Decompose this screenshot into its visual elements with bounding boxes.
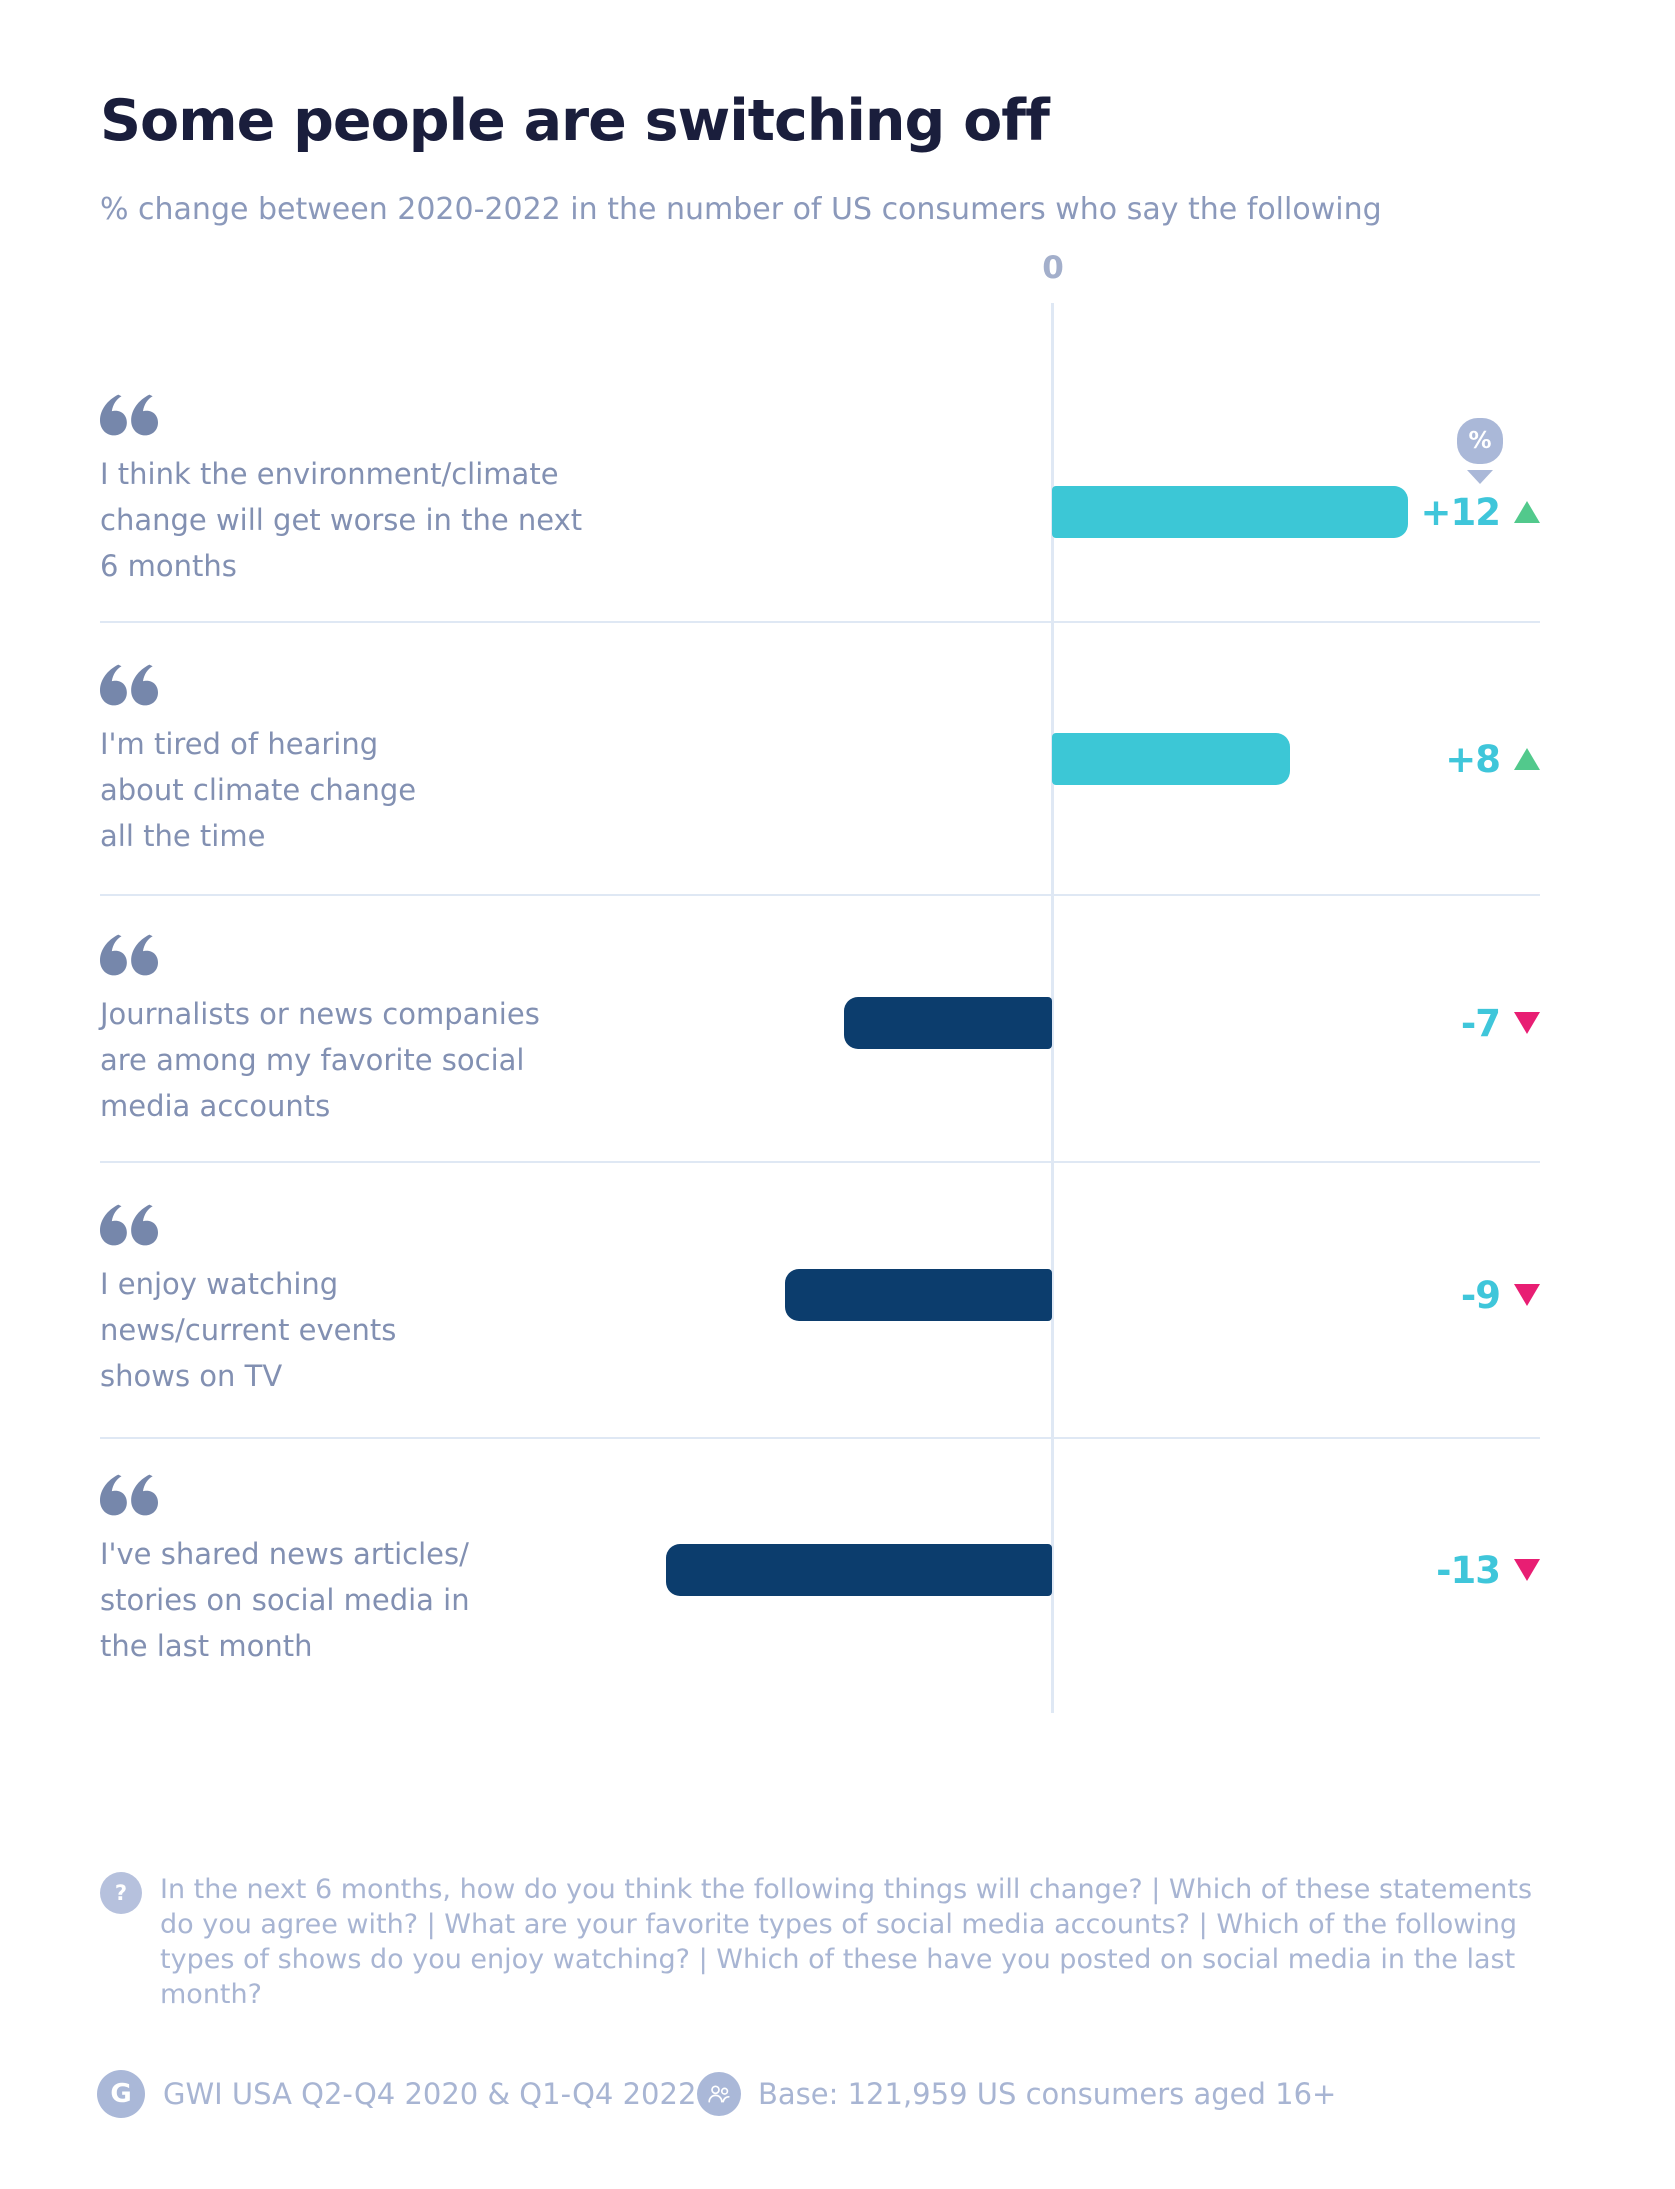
value-label-row: +8 bbox=[1260, 733, 1540, 785]
question-mark-icon: ? bbox=[100, 1872, 142, 1914]
value-label-row: -13 bbox=[1260, 1544, 1540, 1596]
value-text: -13 bbox=[1436, 1548, 1501, 1592]
quote-icon bbox=[100, 1473, 158, 1517]
triangle-down-icon bbox=[1514, 1284, 1540, 1306]
axis-zero-label: 0 bbox=[1042, 250, 1064, 286]
gwi-logo-icon: G bbox=[97, 2070, 145, 2118]
zero-axis-line bbox=[1051, 303, 1054, 1713]
statement-label: I think the environment/climate change wi… bbox=[100, 457, 583, 583]
source-label: GWI USA Q2-Q4 2020 & Q1-Q4 2022 bbox=[163, 2077, 697, 2111]
statement-label: I'm tired of hearing about climate change… bbox=[100, 727, 417, 853]
row-divider bbox=[100, 1161, 1540, 1163]
percent-pin-icon: % bbox=[1457, 418, 1503, 464]
quote-icon bbox=[100, 393, 158, 437]
statement-label: I've shared news articles/stories on soc… bbox=[100, 1537, 470, 1663]
value-text: +8 bbox=[1445, 737, 1501, 781]
base-label: Base: 121,959 US consumers aged 16+ bbox=[758, 2077, 1337, 2111]
people-icon bbox=[697, 2072, 741, 2116]
page-subtitle: % change between 2020-2022 in the number… bbox=[100, 192, 1382, 227]
value-label-row: -7 bbox=[1260, 997, 1540, 1049]
value-text: -9 bbox=[1460, 1273, 1501, 1317]
quote-icon bbox=[100, 933, 158, 977]
bar-environment-worse bbox=[1052, 486, 1409, 538]
bar-shared-news-articles bbox=[665, 1544, 1052, 1596]
value-label-row: +12 bbox=[1260, 486, 1540, 538]
triangle-down-icon bbox=[1514, 1559, 1540, 1581]
bar-journalists-favorite bbox=[844, 997, 1052, 1049]
triangle-up-icon bbox=[1514, 748, 1540, 770]
statement-label: Journalists or news companies are among m… bbox=[100, 997, 540, 1123]
bar-enjoy-news-tv bbox=[784, 1269, 1052, 1321]
triangle-down-icon bbox=[1514, 1012, 1540, 1034]
value-text: +12 bbox=[1420, 490, 1501, 534]
value-label-row: -9 bbox=[1260, 1269, 1540, 1321]
row-divider bbox=[100, 621, 1540, 623]
survey-question-text: In the next 6 months, how do you think t… bbox=[160, 1874, 1533, 2010]
page-title: Some people are switching off bbox=[100, 88, 1050, 154]
row-divider bbox=[100, 894, 1540, 896]
chevron-down-icon bbox=[1467, 470, 1493, 484]
statement-label: I enjoy watching news/current events shows… bbox=[100, 1267, 397, 1393]
quote-icon bbox=[100, 1203, 158, 1247]
quote-icon bbox=[100, 663, 158, 707]
bar-tired-of-climate bbox=[1052, 733, 1290, 785]
triangle-up-icon bbox=[1514, 501, 1540, 523]
value-text: -7 bbox=[1460, 1001, 1501, 1045]
row-divider bbox=[100, 1437, 1540, 1439]
